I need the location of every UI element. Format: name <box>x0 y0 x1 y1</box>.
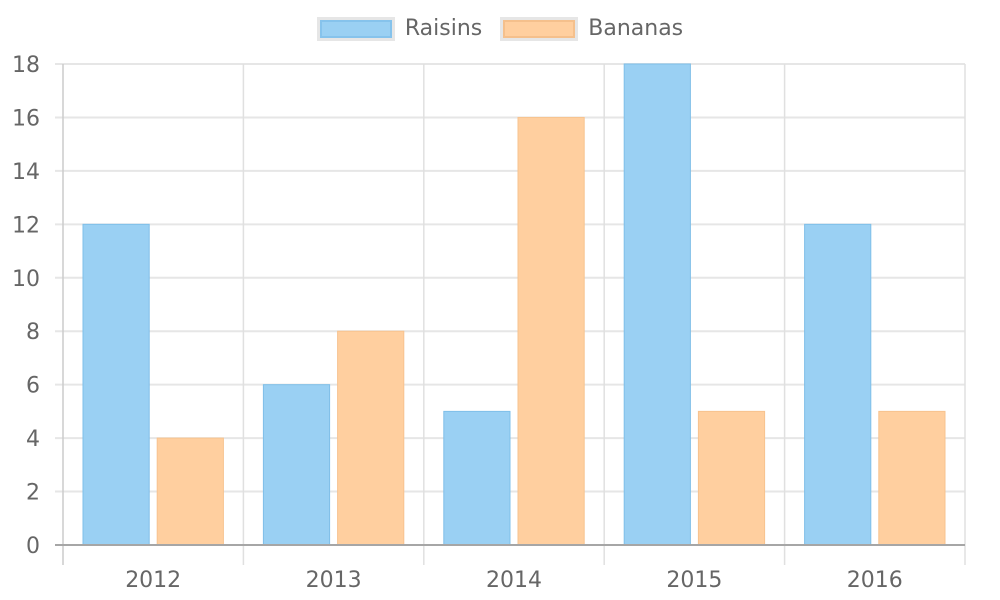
y-tick-label: 16 <box>12 106 40 131</box>
bar-raisins-2015 <box>623 63 691 546</box>
bar-bananas-2014 <box>517 116 585 546</box>
bar-bananas-2013 <box>337 330 405 546</box>
legend-swatch-raisins <box>316 16 395 41</box>
bar-raisins-2013 <box>262 384 331 546</box>
bar-raisins-2014 <box>443 410 511 546</box>
bar-bananas-2012 <box>156 437 224 546</box>
x-tick-label: 2014 <box>486 568 542 593</box>
y-tick-label: 12 <box>12 213 40 238</box>
y-tick-label: 8 <box>26 320 40 345</box>
bar-raisins-2016 <box>804 223 872 546</box>
bars <box>82 63 946 546</box>
bar-bananas-2016 <box>878 410 946 546</box>
y-tick-label: 4 <box>26 427 40 452</box>
legend-item-bananas[interactable]: Bananas <box>500 16 683 41</box>
y-tick-label: 14 <box>12 160 40 185</box>
y-tick-label: 6 <box>26 374 40 399</box>
y-axis-ticks: 0 2 4 6 8 10 12 14 16 18 <box>12 53 40 559</box>
bar-raisins-2012 <box>82 223 150 546</box>
chart-legend: Raisins Bananas <box>0 16 1000 41</box>
y-tick-label: 18 <box>12 53 40 78</box>
legend-label-bananas: Bananas <box>588 16 684 41</box>
bar-bananas-2015 <box>697 410 766 546</box>
legend-label-raisins: Raisins <box>404 16 483 41</box>
x-tick-label: 2016 <box>847 568 903 593</box>
y-tick-label: 10 <box>12 267 40 292</box>
x-tick-label: 2015 <box>666 568 722 593</box>
x-axis-ticks: 2012 2013 2014 2015 2016 <box>125 568 903 593</box>
x-tick-label: 2013 <box>306 568 362 593</box>
x-tick-label: 2012 <box>125 568 181 593</box>
legend-swatch-bananas <box>500 16 579 41</box>
y-tick-label: 2 <box>26 481 40 506</box>
legend-item-raisins[interactable]: Raisins <box>316 16 483 41</box>
y-tick-label: 0 <box>26 534 40 559</box>
